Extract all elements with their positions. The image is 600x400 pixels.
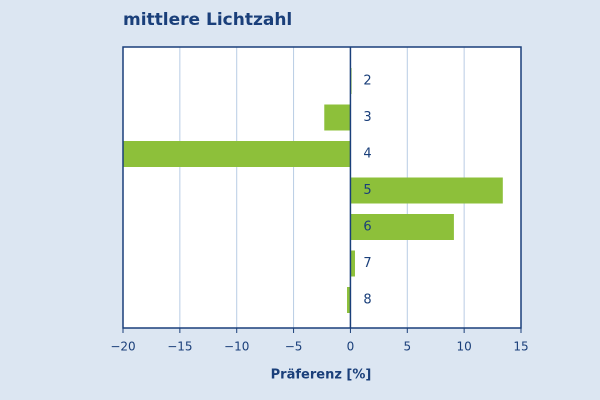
- category-label: 5: [363, 183, 371, 198]
- category-label: 4: [363, 147, 371, 162]
- plot-frame: [122, 46, 522, 329]
- bar: [324, 104, 351, 131]
- bar: [350, 214, 454, 240]
- x-tick-label: −15: [167, 340, 192, 354]
- chart-title: mittlere Lichtzahl: [123, 10, 292, 30]
- bar: [350, 177, 503, 204]
- bar: [123, 141, 351, 167]
- category-label: 2: [363, 74, 371, 89]
- category-label: 3: [363, 110, 371, 125]
- category-label: 6: [363, 220, 371, 235]
- x-tick-label: −20: [110, 340, 135, 354]
- x-axis-label: Präferenz [%]: [271, 368, 372, 383]
- bar: [350, 250, 355, 277]
- x-tick-label: −10: [224, 340, 249, 354]
- x-tick-label: 10: [457, 340, 472, 354]
- x-tick-label: 5: [403, 340, 411, 354]
- x-tick-label: −5: [285, 340, 303, 354]
- x-tick-label: 15: [513, 340, 528, 354]
- bar: [347, 287, 351, 313]
- category-label: 7: [363, 256, 371, 271]
- x-tick-label: 0: [347, 340, 355, 354]
- category-label: 8: [363, 293, 371, 308]
